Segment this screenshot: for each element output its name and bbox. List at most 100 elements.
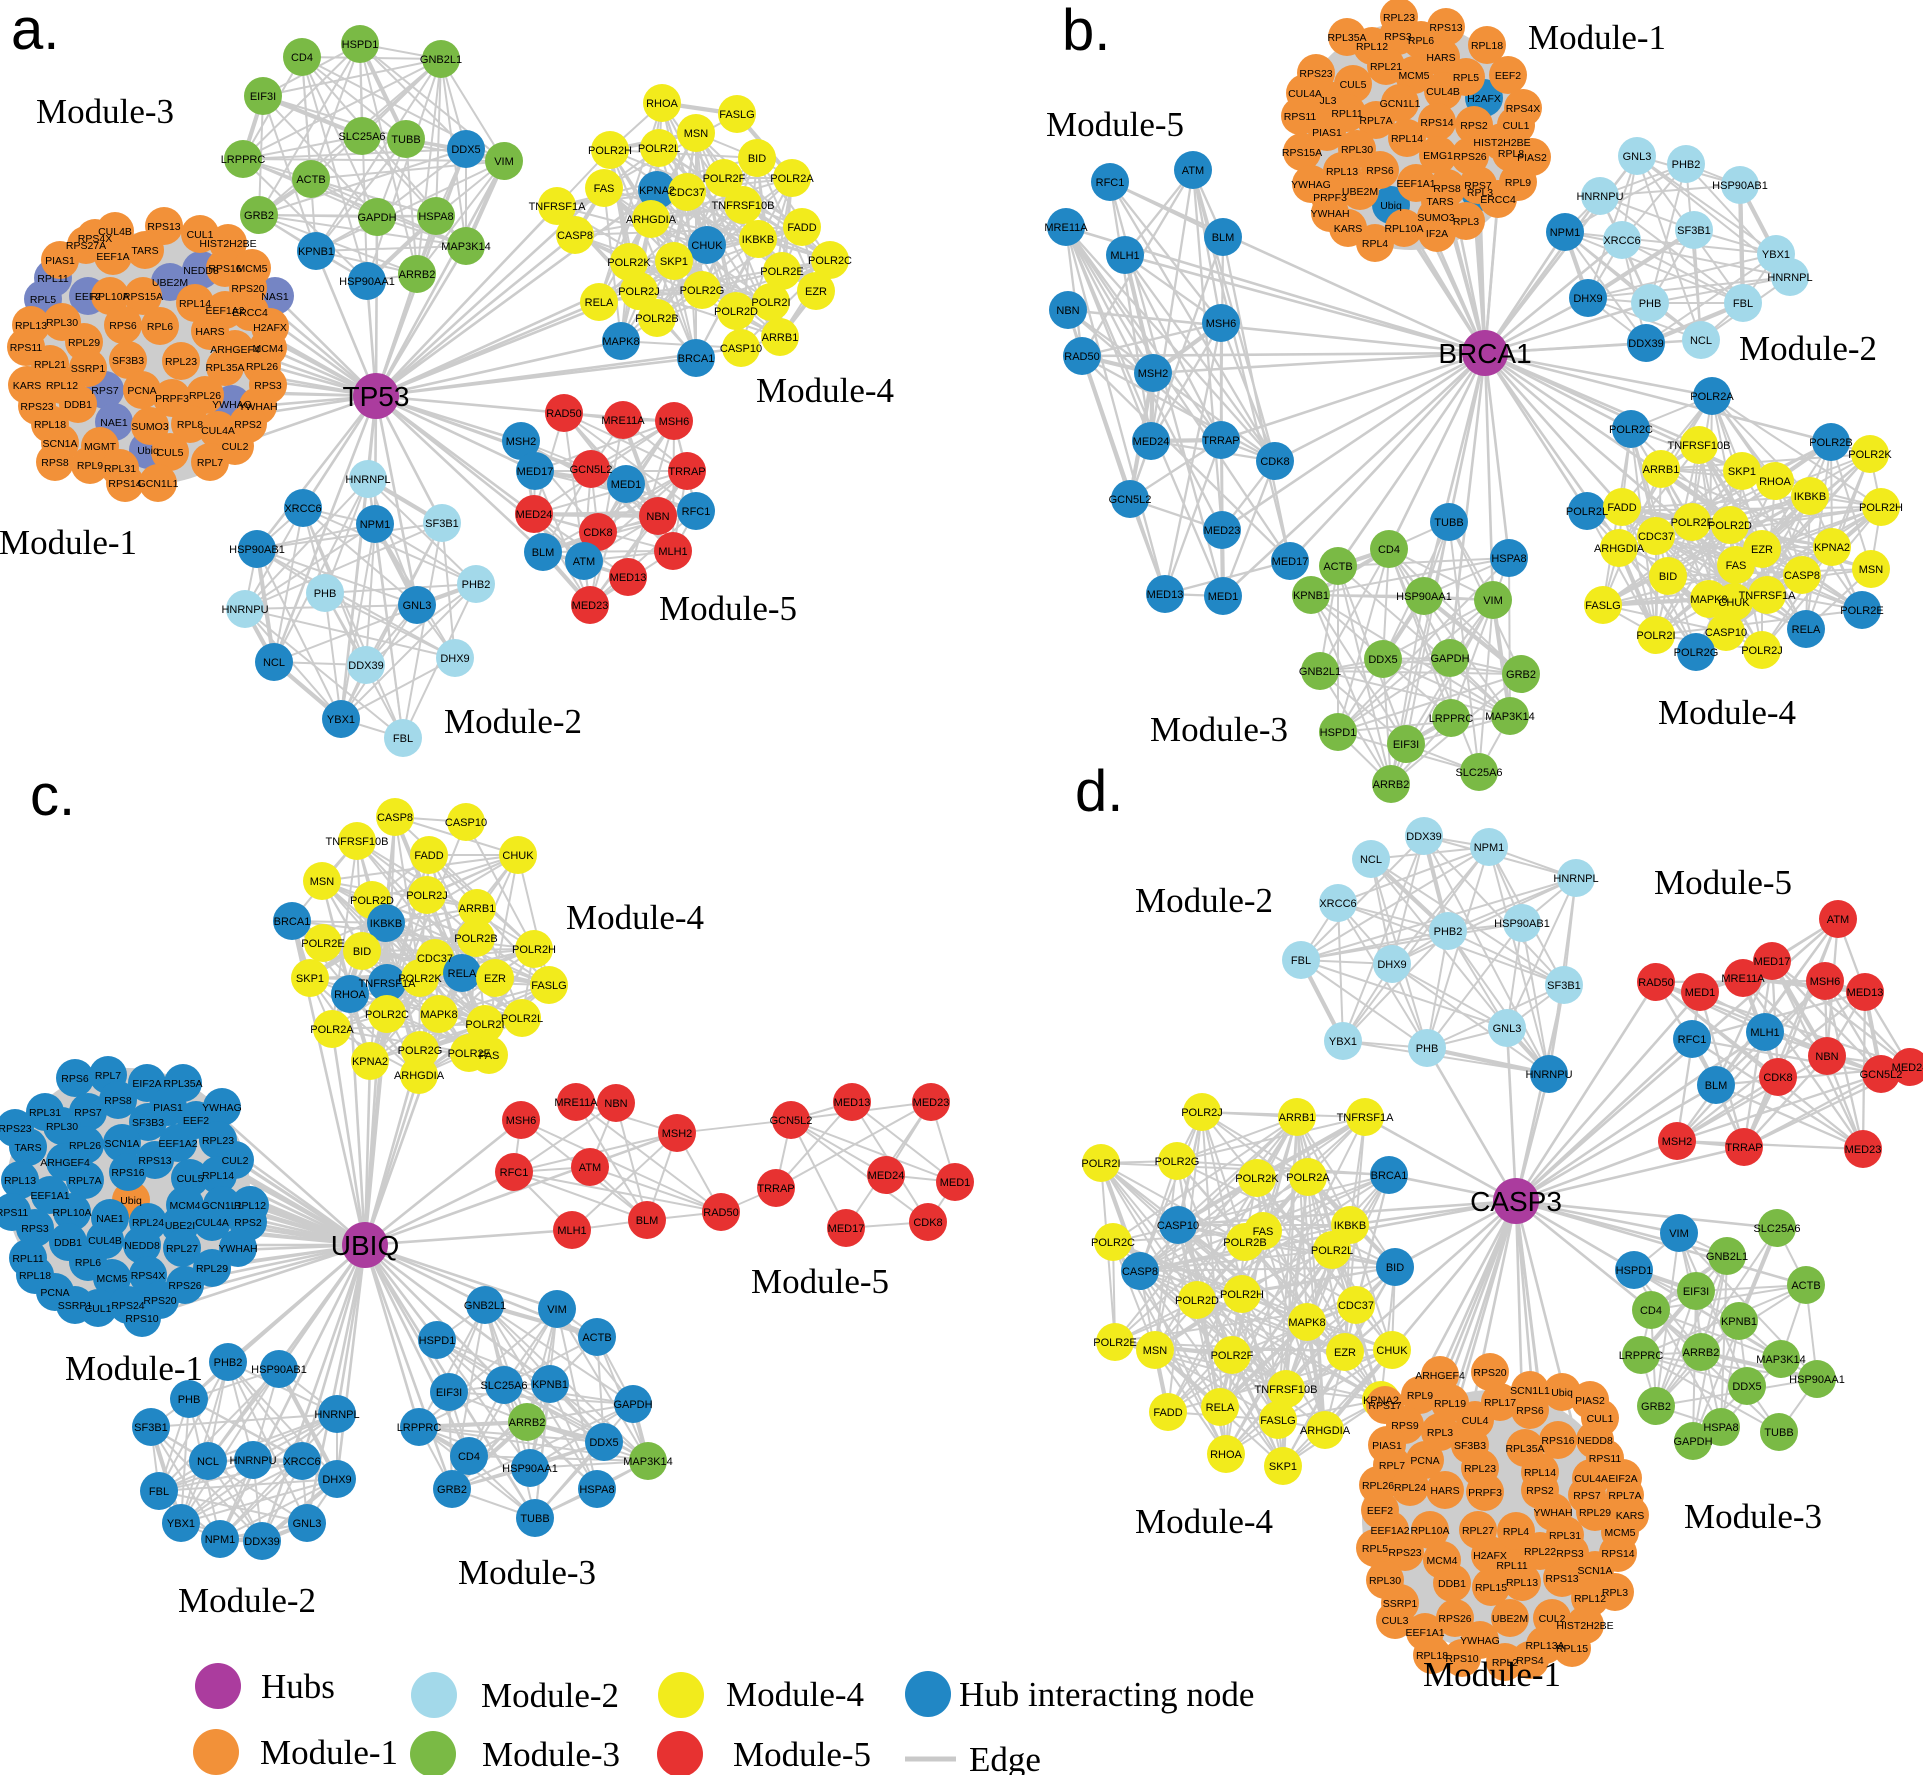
svg-text:LRPPRC: LRPPRC [221,154,266,166]
svg-text:MLH1: MLH1 [1750,1027,1779,1039]
svg-text:CUL4B: CUL4B [1426,86,1460,98]
svg-text:HNRNPL: HNRNPL [345,474,390,486]
svg-text:ARRB2: ARRB2 [1373,779,1410,791]
svg-text:RPL11: RPL11 [12,1253,43,1265]
svg-text:ARHGEF4: ARHGEF4 [1415,1370,1465,1382]
svg-text:TARS: TARS [14,1142,41,1154]
svg-text:RPS3: RPS3 [21,1223,49,1235]
svg-text:MCM4: MCM4 [253,343,284,355]
svg-text:SCN1A: SCN1A [42,438,77,450]
svg-text:EEF1A2: EEF1A2 [205,305,244,317]
svg-text:RPS2: RPS2 [1460,120,1488,132]
svg-text:RPL21: RPL21 [34,359,66,371]
svg-text:SUMO3: SUMO3 [1417,212,1455,224]
svg-text:NBN: NBN [1815,1051,1838,1063]
svg-text:CASP8: CASP8 [1784,570,1820,582]
svg-text:RPS7: RPS7 [74,1107,102,1119]
svg-text:POLR2J: POLR2J [618,286,660,298]
svg-text:CDC37: CDC37 [417,953,453,965]
svg-text:HSP90AA1: HSP90AA1 [339,276,395,288]
svg-text:RPL35A: RPL35A [163,1078,202,1090]
svg-text:RPL7: RPL7 [1379,1460,1405,1472]
svg-text:BRCA1: BRCA1 [678,353,715,365]
svg-text:RPS26: RPS26 [168,1280,201,1292]
svg-text:POLR2A: POLR2A [310,1024,354,1036]
svg-text:BID: BID [748,153,766,165]
svg-text:RPL11: RPL11 [37,273,68,285]
svg-text:CASP10: CASP10 [1705,627,1747,639]
svg-text:PHB2: PHB2 [1434,926,1463,938]
svg-text:RPL21: RPL21 [1370,61,1402,73]
svg-text:POLR2I: POLR2I [751,297,790,309]
svg-text:RPL8: RPL8 [177,419,203,431]
svg-text:KPNA2: KPNA2 [352,1056,388,1068]
svg-text:SF3B1: SF3B1 [425,518,459,530]
svg-text:ATM: ATM [1182,165,1204,177]
svg-text:RPS4X: RPS4X [1506,103,1540,115]
svg-text:Ubiq: Ubiq [1551,1387,1573,1399]
svg-text:HIST2H2BE: HIST2H2BE [1473,137,1530,149]
svg-text:H2AFX: H2AFX [253,322,287,334]
svg-text:RPL10A: RPL10A [90,291,129,303]
svg-text:RPS14: RPS14 [1601,1548,1634,1560]
svg-text:MAP3K14: MAP3K14 [1485,711,1535,723]
svg-text:POLR2J: POLR2J [406,890,448,902]
svg-text:PRPF3: PRPF3 [155,393,189,405]
svg-text:MAP3K14: MAP3K14 [623,1456,673,1468]
svg-text:GRB2: GRB2 [437,1484,467,1496]
svg-text:EZR: EZR [805,286,827,298]
svg-text:YWHAG: YWHAG [1291,179,1331,191]
svg-text:RPS11: RPS11 [10,342,43,354]
svg-text:RPL7A: RPL7A [68,1175,101,1187]
svg-text:FBL: FBL [149,1486,169,1498]
svg-text:HSPD1: HSPD1 [1320,727,1357,739]
svg-text:RPS10: RPS10 [125,1313,158,1325]
svg-text:SCN1A: SCN1A [104,1138,139,1150]
svg-text:RPL12: RPL12 [1356,41,1388,53]
svg-text:EEF2: EEF2 [183,1115,209,1127]
svg-text:PIAS1: PIAS1 [1372,1440,1402,1452]
svg-text:FBL: FBL [393,733,413,745]
svg-text:TUBB: TUBB [520,1513,549,1525]
svg-text:TARS: TARS [1426,196,1453,208]
svg-text:POLR2J: POLR2J [1181,1107,1223,1119]
svg-text:ARRB1: ARRB1 [762,332,799,344]
svg-text:NBN: NBN [604,1098,627,1110]
svg-text:RPL13A: RPL13A [1525,1640,1564,1652]
svg-text:MCM5: MCM5 [97,1273,128,1285]
svg-text:POLR2H: POLR2H [588,145,632,157]
svg-text:RPL7A: RPL7A [1359,115,1392,127]
svg-text:POLR2K: POLR2K [607,257,651,269]
svg-text:RPL2: RPL2 [1492,1657,1518,1669]
svg-text:RPS11: RPS11 [0,1207,28,1219]
svg-text:SKP1: SKP1 [1269,1461,1297,1473]
svg-text:DDX5: DDX5 [1368,654,1397,666]
svg-text:Module-3: Module-3 [1150,710,1288,749]
svg-text:BRCA1: BRCA1 [274,916,311,928]
svg-text:PHB2: PHB2 [1672,159,1701,171]
svg-text:MSN: MSN [1143,1345,1168,1357]
svg-text:SF3B3: SF3B3 [1454,1440,1486,1452]
svg-text:KARS: KARS [1616,1510,1645,1522]
svg-text:IF2A: IF2A [1426,228,1448,240]
svg-text:MED1: MED1 [1685,987,1716,999]
svg-text:UBE2M: UBE2M [1342,186,1378,198]
svg-text:RPS13: RPS13 [138,1155,171,1167]
svg-text:RPL30: RPL30 [1341,144,1373,156]
svg-text:EEF1A1: EEF1A1 [1396,178,1435,190]
svg-text:RPL26: RPL26 [1362,1480,1394,1492]
svg-text:EEF2: EEF2 [75,291,101,303]
svg-text:MSH6: MSH6 [506,1115,537,1127]
svg-text:RPL26: RPL26 [246,361,278,373]
svg-text:EIF3I: EIF3I [436,1387,462,1399]
svg-text:RPL5: RPL5 [1453,72,1479,84]
svg-text:RPL30: RPL30 [46,1121,78,1133]
svg-text:CASP8: CASP8 [1122,1266,1158,1278]
svg-text:POLR2C: POLR2C [1091,1237,1135,1249]
svg-text:ACTB: ACTB [1791,1280,1820,1292]
svg-text:FBL: FBL [1733,298,1753,310]
svg-text:BID: BID [1386,1262,1404,1274]
svg-text:CDK8: CDK8 [913,1217,942,1229]
svg-text:SSRP1: SSRP1 [58,1300,93,1312]
svg-text:Module-1: Module-1 [1423,1655,1561,1694]
